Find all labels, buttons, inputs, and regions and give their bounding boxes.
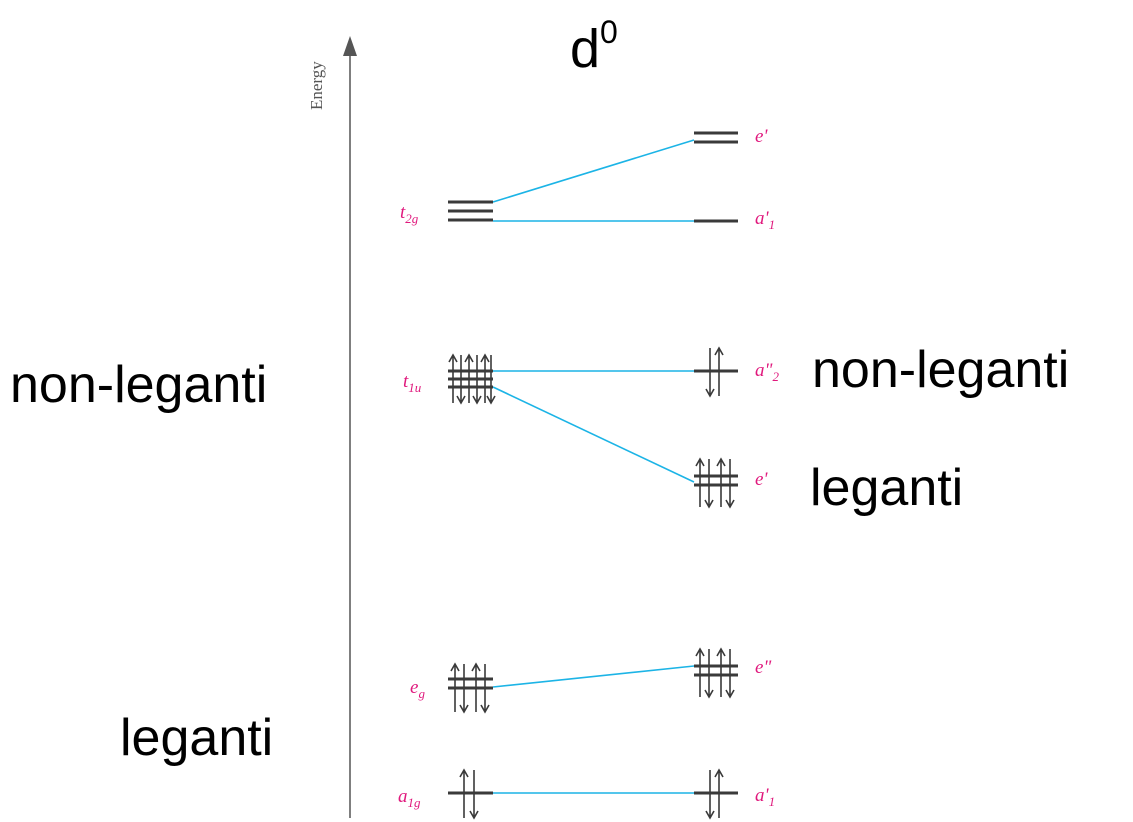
electron-spin-up xyxy=(459,768,469,818)
electron-spin-up xyxy=(695,647,705,697)
level-a1-prime-bottom: a'1 xyxy=(694,768,775,820)
connector-t1u-e-prime xyxy=(492,386,695,483)
electron-spin-down xyxy=(459,664,469,714)
electron-spin-up xyxy=(716,647,726,697)
connector-t2g-e-prime xyxy=(492,139,695,203)
diagram-title: d0 xyxy=(570,14,618,79)
electron-spin-up xyxy=(695,457,705,507)
left-label-bonding: leganti xyxy=(120,709,273,767)
label-e-prime-top: e' xyxy=(755,126,768,147)
energy-axis: Energy xyxy=(307,36,357,818)
label-a1g: a1g xyxy=(398,786,421,810)
label-a1-prime-bottom: a'1 xyxy=(755,785,775,809)
correlation-lines xyxy=(492,139,695,794)
electron-spin-down xyxy=(456,355,466,405)
level-t2g: t2g xyxy=(400,200,493,226)
label-a1-prime-top: a'1 xyxy=(755,208,775,232)
electron-pairs xyxy=(448,353,496,405)
electron-pairs xyxy=(695,457,735,509)
electron-spin-up xyxy=(464,353,474,403)
label-e-prime-mid: e' xyxy=(755,469,768,490)
electron-spin-down xyxy=(469,770,479,820)
electron-spin-up xyxy=(448,353,458,403)
level-a1-prime-top: a'1 xyxy=(694,208,775,232)
electron-spin-up xyxy=(716,457,726,507)
electron-spin-up xyxy=(480,353,490,403)
right-label-nonbonding: non-leganti xyxy=(812,341,1069,399)
electron-spin-down xyxy=(725,459,735,509)
label-a2-dprime: a"2 xyxy=(755,360,779,384)
energy-axis-label: Energy xyxy=(307,61,326,110)
right-label-bonding: leganti xyxy=(810,459,963,517)
electron-pairs xyxy=(695,647,735,699)
electron-spin-up xyxy=(450,662,460,712)
electron-spin-down xyxy=(480,664,490,714)
level-a1g: a1g xyxy=(398,768,493,820)
electron-spin-down xyxy=(704,459,714,509)
label-t1u: t1u xyxy=(403,371,422,395)
electron-spin-up xyxy=(714,768,724,818)
electron-spin-up xyxy=(714,346,724,396)
level-t1u: t1u xyxy=(403,353,496,405)
level-e-prime-mid: e' xyxy=(694,457,768,509)
electron-spin-down xyxy=(486,355,496,405)
label-eg: eg xyxy=(410,677,425,701)
label-t2g: t2g xyxy=(400,202,419,226)
level-e-dprime: e" xyxy=(694,647,772,699)
electron-spin-down xyxy=(705,348,715,398)
electron-spin-down xyxy=(704,649,714,699)
electron-spin-down xyxy=(472,355,482,405)
electron-pairs xyxy=(450,662,490,714)
level-eg: eg xyxy=(410,662,493,714)
left-label-nonbonding: non-leganti xyxy=(10,356,267,414)
energy-axis-arrowhead xyxy=(343,36,357,56)
electron-spin-up xyxy=(471,662,481,712)
electron-spin-down xyxy=(725,649,735,699)
electron-spin-down xyxy=(705,770,715,820)
level-e-prime-top: e' xyxy=(694,126,768,147)
connector-eg-e-dprime xyxy=(492,665,695,688)
level-a2-dprime: a"2 xyxy=(694,346,779,398)
label-e-dprime: e" xyxy=(755,657,772,678)
